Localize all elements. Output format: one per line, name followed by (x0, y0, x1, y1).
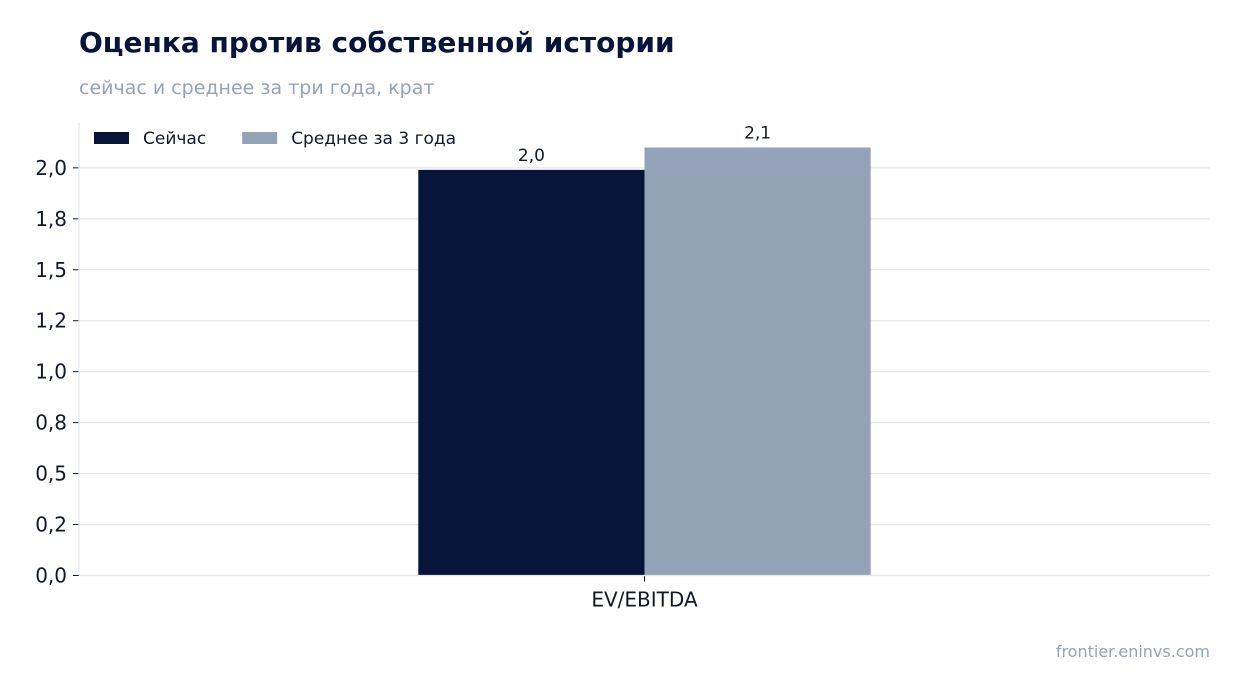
y-tick-label: 0,5 (35, 462, 67, 486)
bar-value-label: 2,0 (518, 146, 545, 166)
y-tick-label: 0,8 (35, 411, 67, 435)
legend-label: Среднее за 3 года (291, 129, 456, 149)
source-credit: frontier.eninvs.com (1055, 642, 1210, 661)
y-tick-label: 0,2 (35, 513, 67, 537)
axes: 0,0 0,2 0,5 0,8 1,0 1,2 1,5 1,8 2,0 EV/EBITDA (35, 123, 1210, 612)
y-tick-label: 1,5 (35, 258, 67, 282)
y-tick-label: 0,0 (35, 564, 67, 588)
legend-swatch (242, 132, 278, 144)
chart-subtitle: сейчас и среднее за три года, крат (79, 77, 435, 99)
bar (418, 169, 645, 576)
y-tick-label: 2,0 (35, 156, 67, 180)
data-labels: 2,0 2,1 (518, 123, 771, 165)
bar-value-label: 2,1 (744, 123, 771, 143)
bars (418, 147, 871, 576)
y-tick-label: 1,2 (35, 309, 67, 333)
y-tick-label: 1,0 (35, 360, 67, 384)
legend-label: Сейчас (143, 129, 206, 149)
x-tick-label: EV/EBITDA (591, 588, 698, 612)
bar (644, 147, 871, 576)
chart-title: Оценка против собственной истории (79, 26, 675, 59)
legend: Сейчас Среднее за 3 года (94, 129, 456, 149)
legend-swatch (94, 132, 129, 144)
y-tick-label: 1,8 (35, 207, 67, 231)
